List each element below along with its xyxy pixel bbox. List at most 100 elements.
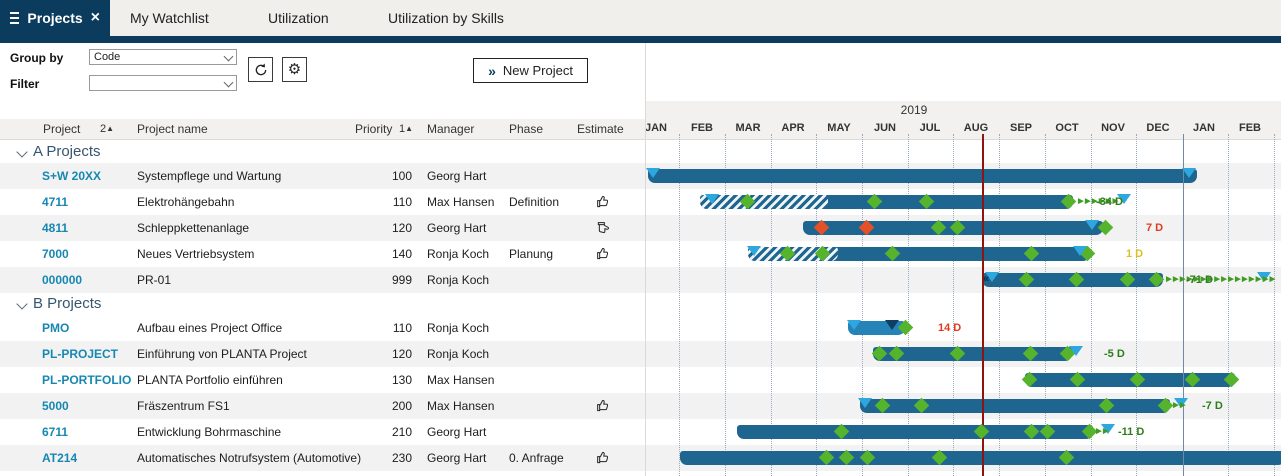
collapse-chevron-icon[interactable] bbox=[16, 146, 28, 158]
priority-value: 120 bbox=[391, 347, 412, 361]
thumb-up-icon bbox=[597, 196, 609, 208]
gantt-bar[interactable] bbox=[860, 399, 1170, 413]
month-gridline bbox=[862, 134, 863, 476]
project-code-link[interactable]: 7000 bbox=[42, 247, 69, 261]
tab-utilization[interactable]: Utilization bbox=[268, 10, 329, 26]
project-code-link[interactable]: PMO bbox=[42, 321, 70, 335]
hamburger-menu-icon[interactable] bbox=[10, 9, 20, 27]
gantt-bar[interactable] bbox=[737, 425, 1093, 439]
new-project-button[interactable]: » New Project bbox=[473, 58, 588, 83]
filter-label: Filter bbox=[10, 77, 40, 91]
table-row[interactable]: PL-PROJECT Einführung von PLANTA Project 1… bbox=[0, 341, 1281, 367]
estimate-cell[interactable] bbox=[595, 398, 611, 414]
date-marker-triangle[interactable] bbox=[1085, 220, 1099, 230]
month-gridline bbox=[725, 134, 726, 476]
table-row[interactable]: 4711 Elektrohängebahn 110 Max Hansen Definit… bbox=[0, 189, 1281, 215]
month-gridline bbox=[999, 134, 1000, 476]
table-row[interactable]: 4811 Schleppkettenanlage 120 Georg Hart 7 D bbox=[0, 215, 1281, 241]
project-name: Fräszentrum FS1 bbox=[137, 399, 230, 413]
manager-name: Georg Hart bbox=[427, 169, 487, 183]
project-code-link[interactable]: S+W 20XX bbox=[42, 169, 102, 183]
project-name: Entwicklung Bohrmaschine bbox=[137, 425, 282, 439]
estimate-cell[interactable] bbox=[595, 450, 611, 466]
column-header-phase[interactable]: Phase bbox=[509, 122, 544, 136]
refresh-icon bbox=[255, 62, 266, 75]
tab-projects-label: Projects bbox=[27, 10, 83, 26]
schedule-deviation-label: -71 D bbox=[1186, 274, 1213, 286]
month-gridline bbox=[816, 134, 817, 476]
project-name: Einführung von PLANTA Project bbox=[137, 347, 307, 361]
table-row[interactable]: 000000 PR-01 999 Ronja Koch ►►►►►►►►►►►►►►►►… bbox=[0, 267, 1281, 293]
group-by-select[interactable]: Code bbox=[89, 49, 237, 65]
date-marker-triangle[interactable] bbox=[1174, 398, 1188, 408]
date-marker-triangle[interactable] bbox=[747, 246, 761, 256]
table-row[interactable]: S+W 20XX Systempflege und Wartung 100 Georg… bbox=[0, 163, 1281, 189]
month-label: JUL bbox=[919, 122, 941, 134]
manager-name: Ronja Koch bbox=[427, 247, 490, 261]
estimate-cell[interactable] bbox=[595, 194, 611, 210]
project-code-link[interactable]: 5000 bbox=[42, 399, 69, 413]
project-code-link[interactable]: 6711 bbox=[42, 425, 69, 439]
buffer-arrows-icon: ►► bbox=[1094, 426, 1111, 437]
schedule-deviation-label: 1 D bbox=[1126, 248, 1144, 260]
collapse-chevron-icon[interactable] bbox=[16, 298, 28, 310]
manager-name: Max Hansen bbox=[427, 399, 495, 413]
project-code-link[interactable]: PL-PORTFOLIO bbox=[42, 373, 132, 387]
project-name: PLANTA Portfolio einführen bbox=[137, 373, 283, 387]
column-header-project-name[interactable]: Project name bbox=[137, 122, 208, 136]
filter-select[interactable] bbox=[89, 75, 237, 91]
date-marker-triangle[interactable] bbox=[1069, 346, 1083, 356]
month-label: MAR bbox=[735, 122, 761, 134]
gantt-bar[interactable] bbox=[873, 347, 1072, 361]
priority-value: 210 bbox=[391, 425, 412, 439]
month-gridline bbox=[679, 134, 680, 476]
gantt-bar[interactable] bbox=[648, 169, 1197, 183]
tab-my-watchlist[interactable]: My Watchlist bbox=[130, 10, 209, 26]
date-marker-triangle[interactable] bbox=[646, 168, 660, 178]
gear-icon: ⚙ bbox=[287, 61, 302, 78]
project-code-link[interactable]: PL-PROJECT bbox=[42, 347, 119, 361]
project-code-link[interactable]: 4811 bbox=[42, 221, 69, 235]
date-marker-triangle[interactable] bbox=[858, 398, 872, 408]
date-marker-triangle[interactable] bbox=[847, 320, 861, 330]
project-code-link[interactable]: AT214 bbox=[42, 451, 78, 465]
year-boundary-line bbox=[1183, 134, 1184, 476]
date-marker-triangle[interactable] bbox=[1117, 194, 1131, 204]
buffer-arrows-icon: ►►►►►► bbox=[1076, 196, 1120, 207]
table-gantt-divider bbox=[645, 43, 646, 476]
project-code-link[interactable]: 4711 bbox=[42, 195, 69, 209]
month-gridline bbox=[1045, 134, 1046, 476]
table-row[interactable]: PMO Aufbau eines Project Office 110 Ronja K… bbox=[0, 315, 1281, 341]
estimate-cell[interactable] bbox=[595, 220, 611, 236]
date-marker-triangle[interactable] bbox=[1101, 424, 1115, 434]
project-code-link[interactable]: 000000 bbox=[42, 273, 83, 287]
column-header-manager[interactable]: Manager bbox=[427, 122, 475, 136]
date-marker-triangle[interactable] bbox=[885, 320, 899, 330]
column-header-estimate[interactable]: Estimate bbox=[577, 122, 624, 136]
date-marker-triangle[interactable] bbox=[705, 194, 719, 204]
schedule-deviation-label: 7 D bbox=[1146, 222, 1164, 234]
date-marker-triangle[interactable] bbox=[1257, 272, 1271, 282]
table-row[interactable]: AT214 Automatisches Notrufsystem (Automot… bbox=[0, 445, 1281, 471]
table-row[interactable]: 5000 Fräszentrum FS1 200 Max Hansen ►► -7 D bbox=[0, 393, 1281, 419]
close-icon[interactable]: × bbox=[90, 9, 100, 26]
column-header-project[interactable]: Project bbox=[43, 122, 81, 136]
table-row[interactable]: PL-PORTFOLIO PLANTA Portfolio einführen 13… bbox=[0, 367, 1281, 393]
gantt-bar[interactable] bbox=[680, 451, 1281, 465]
table-row[interactable]: 7000 Neues Vertriebsystem 140 Ronja Koch Pla… bbox=[0, 241, 1281, 267]
gantt-bar[interactable] bbox=[700, 195, 1073, 209]
estimate-cell[interactable] bbox=[595, 246, 611, 262]
sort-indicator-priority[interactable]: 1▲ bbox=[399, 123, 414, 135]
month-label: JUN bbox=[873, 122, 897, 134]
month-label: DEC bbox=[1146, 122, 1170, 134]
column-header-priority[interactable]: Priority bbox=[355, 122, 393, 136]
tab-projects[interactable]: Projects × bbox=[0, 0, 110, 36]
tab-utilization-by-skills[interactable]: Utilization by Skills bbox=[388, 10, 504, 26]
date-marker-triangle[interactable] bbox=[1182, 168, 1196, 178]
sort-indicator-project[interactable]: 2▲ bbox=[100, 123, 115, 135]
date-marker-triangle[interactable] bbox=[1073, 246, 1087, 256]
date-marker-triangle[interactable] bbox=[985, 272, 999, 282]
table-row[interactable]: 6711 Entwicklung Bohrmaschine 210 Georg Har… bbox=[0, 419, 1281, 445]
refresh-button[interactable] bbox=[248, 57, 273, 82]
settings-button[interactable]: ⚙ bbox=[282, 57, 307, 82]
